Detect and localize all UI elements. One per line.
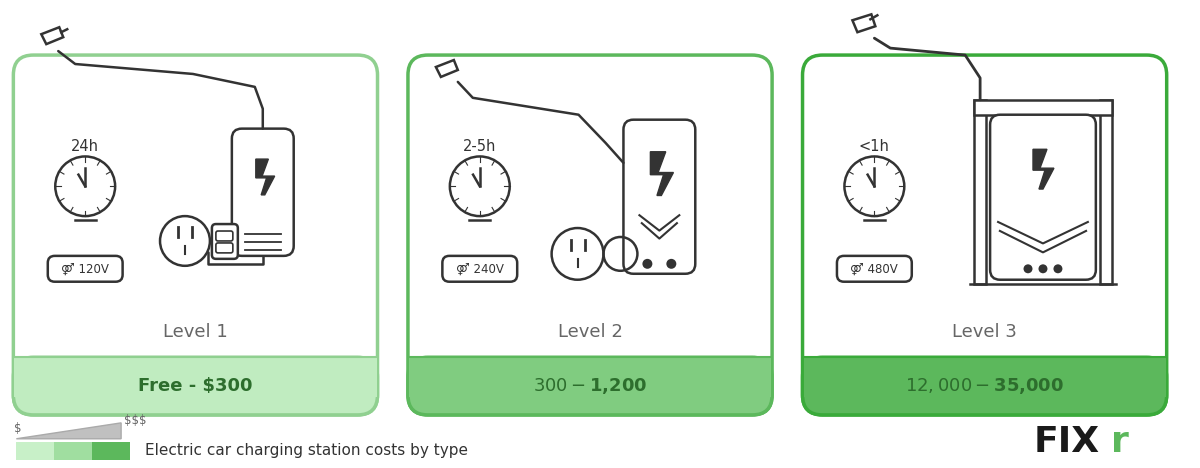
Polygon shape — [41, 27, 64, 44]
Circle shape — [666, 259, 677, 269]
Bar — [1100, 100, 1112, 284]
Text: <1h: <1h — [859, 139, 890, 154]
Circle shape — [1038, 264, 1048, 273]
Polygon shape — [852, 15, 875, 32]
Bar — [14, 357, 377, 397]
FancyBboxPatch shape — [212, 224, 238, 259]
FancyBboxPatch shape — [803, 357, 1166, 415]
Circle shape — [1024, 264, 1032, 273]
Bar — [804, 357, 1165, 397]
Polygon shape — [1033, 149, 1054, 189]
Text: Electric car charging station costs by type: Electric car charging station costs by t… — [145, 443, 468, 458]
Text: $300 - $1,200: $300 - $1,200 — [533, 376, 647, 396]
Text: 24h: 24h — [71, 139, 100, 154]
Polygon shape — [436, 60, 458, 77]
FancyBboxPatch shape — [803, 55, 1166, 415]
FancyBboxPatch shape — [13, 357, 378, 415]
Bar — [974, 100, 1112, 115]
Bar — [54, 442, 92, 460]
Text: $$$: $$$ — [124, 414, 146, 427]
Text: $12,000 - $35,000: $12,000 - $35,000 — [905, 376, 1064, 396]
Text: ⚤ 480V: ⚤ 480V — [851, 262, 899, 275]
Text: ⚤ 120V: ⚤ 120V — [61, 262, 109, 275]
FancyBboxPatch shape — [408, 357, 772, 415]
FancyBboxPatch shape — [990, 115, 1096, 280]
Text: Free - $300: Free - $300 — [138, 377, 253, 395]
Text: $: $ — [14, 422, 22, 435]
Polygon shape — [256, 159, 275, 195]
Text: Level 3: Level 3 — [952, 323, 1018, 342]
Text: ⚤ 240V: ⚤ 240V — [456, 262, 504, 275]
Polygon shape — [17, 423, 121, 439]
Text: Level 1: Level 1 — [163, 323, 228, 342]
FancyBboxPatch shape — [13, 55, 378, 415]
Circle shape — [1054, 264, 1062, 273]
Polygon shape — [650, 152, 673, 196]
Circle shape — [642, 259, 653, 269]
FancyBboxPatch shape — [232, 129, 294, 256]
FancyBboxPatch shape — [624, 120, 695, 274]
FancyBboxPatch shape — [836, 256, 912, 282]
Text: 2-5h: 2-5h — [463, 139, 497, 154]
Text: r: r — [1111, 424, 1129, 459]
FancyBboxPatch shape — [48, 256, 122, 282]
Bar — [92, 442, 130, 460]
Bar — [974, 100, 986, 284]
FancyBboxPatch shape — [408, 55, 772, 415]
Text: FIX: FIX — [1034, 424, 1100, 459]
Bar — [409, 357, 772, 397]
FancyBboxPatch shape — [216, 243, 233, 253]
Text: Level 2: Level 2 — [558, 323, 623, 342]
FancyBboxPatch shape — [216, 231, 233, 241]
Bar — [17, 442, 54, 460]
FancyBboxPatch shape — [443, 256, 517, 282]
